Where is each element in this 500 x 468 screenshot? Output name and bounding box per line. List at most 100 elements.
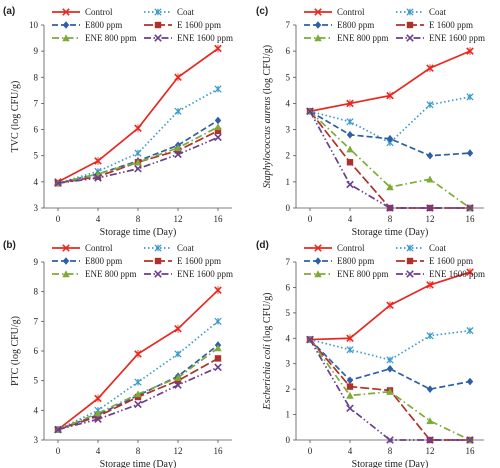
- x-tick-label: 4: [96, 446, 101, 456]
- legend-item: ENE 1600 ppm: [396, 269, 485, 279]
- y-tick-label: 7: [34, 98, 39, 108]
- legend-item: ENE 800 ppm: [304, 269, 389, 279]
- y-tick-label: 3: [286, 359, 291, 369]
- legend-swatch-marker: [314, 21, 322, 29]
- panel-label: (a): [3, 6, 15, 17]
- chart-panel-a: (a) 3 4 5 6 7 8 9 10 0 4 8 12 16 Storage time (Day) TVC…: [3, 6, 233, 238]
- legend-label: ENE 800 ppm: [337, 33, 389, 43]
- y-tick-label: 6: [286, 46, 291, 56]
- series-ene-1600-ppm: [306, 107, 474, 212]
- x-tick-label: 8: [388, 214, 393, 224]
- legend-swatch-marker: [62, 34, 70, 42]
- series-ene-1600-ppm: [306, 335, 474, 444]
- series-line: [309, 339, 470, 441]
- data-point: [54, 425, 62, 434]
- legend-item: ENE 1600 ppm: [144, 33, 233, 43]
- data-point: [346, 99, 354, 108]
- legend-label: E800 ppm: [85, 256, 122, 266]
- x-tick-label: 8: [136, 214, 141, 224]
- y-tick-label: 2: [286, 384, 291, 394]
- legend-item: E 1600 ppm: [396, 256, 473, 266]
- legend-label: ENE 1600 ppm: [429, 33, 485, 43]
- data-point: [94, 409, 102, 417]
- data-point: [214, 286, 222, 294]
- legend-item: Coat: [396, 7, 446, 17]
- data-point: [466, 377, 474, 386]
- data-point: [386, 91, 394, 100]
- data-point: [214, 355, 222, 362]
- y-tick-label: 0: [286, 203, 291, 213]
- y-tick-label: 9: [34, 46, 39, 56]
- legend-swatch-marker: [406, 244, 414, 252]
- data-point: [386, 204, 394, 212]
- data-point: [346, 131, 354, 139]
- x-axis-label: Storage time (Day): [100, 459, 177, 468]
- data-point: [174, 150, 182, 159]
- series-ene-1600-ppm: [54, 133, 222, 187]
- data-point: [426, 436, 434, 444]
- legend-swatch-marker: [62, 21, 70, 29]
- series-ene-1600-ppm: [54, 363, 222, 434]
- data-point: [214, 363, 222, 372]
- data-point: [346, 159, 354, 166]
- y-axis-label: Staphylococcus aureus (log CFU/g): [262, 45, 273, 188]
- legend-label: E800 ppm: [337, 20, 374, 30]
- y-tick-label: 3: [34, 435, 39, 445]
- series-line: [309, 110, 470, 209]
- x-tick-label: 0: [308, 214, 313, 224]
- legend-label: E 1600 ppm: [429, 256, 473, 266]
- x-tick-label: 12: [174, 214, 183, 224]
- data-point: [466, 327, 474, 335]
- data-point: [174, 324, 182, 333]
- chart-panel-b: (b) 3 4 5 6 7 8 9 0 4 8 12 16 Storage time (Day) PTC (…: [3, 240, 233, 468]
- series-ene-800-ppm: [306, 335, 474, 444]
- legend-item: ENE 1600 ppm: [396, 33, 485, 43]
- data-point: [466, 204, 474, 212]
- data-point: [94, 174, 102, 182]
- legend-item: E 1600 ppm: [144, 20, 221, 30]
- y-tick-label: 4: [34, 177, 39, 187]
- x-tick-label: 12: [426, 446, 435, 456]
- legend-label: E 1600 ppm: [177, 20, 221, 30]
- y-tick-label: 8: [34, 287, 39, 297]
- legend-swatch-marker: [154, 21, 162, 29]
- legend-swatch-marker: [62, 244, 70, 252]
- data-point: [174, 107, 182, 115]
- data-point: [386, 183, 394, 191]
- data-point: [426, 417, 434, 425]
- series-ene-800-ppm: [306, 107, 474, 212]
- legend-label: Control: [85, 243, 113, 253]
- data-point: [426, 281, 434, 289]
- y-tick-label: 4: [286, 98, 291, 108]
- legend-swatch-marker: [154, 244, 162, 252]
- data-point: [386, 365, 394, 373]
- data-point: [134, 165, 142, 173]
- legend-label: ENE 1600 ppm: [429, 269, 485, 279]
- data-point: [174, 381, 182, 389]
- y-tick-label: 5: [34, 151, 39, 161]
- y-tick-label: 3: [286, 125, 291, 135]
- legend-label: ENE 800 ppm: [85, 33, 137, 43]
- y-tick-label: 5: [34, 376, 39, 386]
- data-point: [94, 415, 102, 423]
- legend-swatch-marker: [154, 34, 162, 42]
- data-point: [426, 101, 434, 109]
- data-point: [174, 374, 182, 381]
- data-point: [386, 134, 394, 143]
- legend-item: E 1600 ppm: [144, 256, 221, 266]
- x-axis-label: Storage time (Day): [352, 459, 429, 468]
- data-point: [214, 123, 222, 131]
- data-point: [214, 116, 222, 125]
- data-point: [426, 175, 434, 183]
- data-point: [134, 378, 142, 386]
- y-tick-label: 6: [34, 125, 39, 135]
- data-point: [346, 391, 354, 399]
- data-point: [346, 346, 354, 354]
- legend-item: Control: [52, 7, 113, 17]
- data-point: [346, 376, 354, 385]
- legend-item: ENE 800 ppm: [52, 33, 137, 43]
- legend-swatch-marker: [62, 257, 70, 265]
- y-tick-label: 7: [34, 316, 39, 326]
